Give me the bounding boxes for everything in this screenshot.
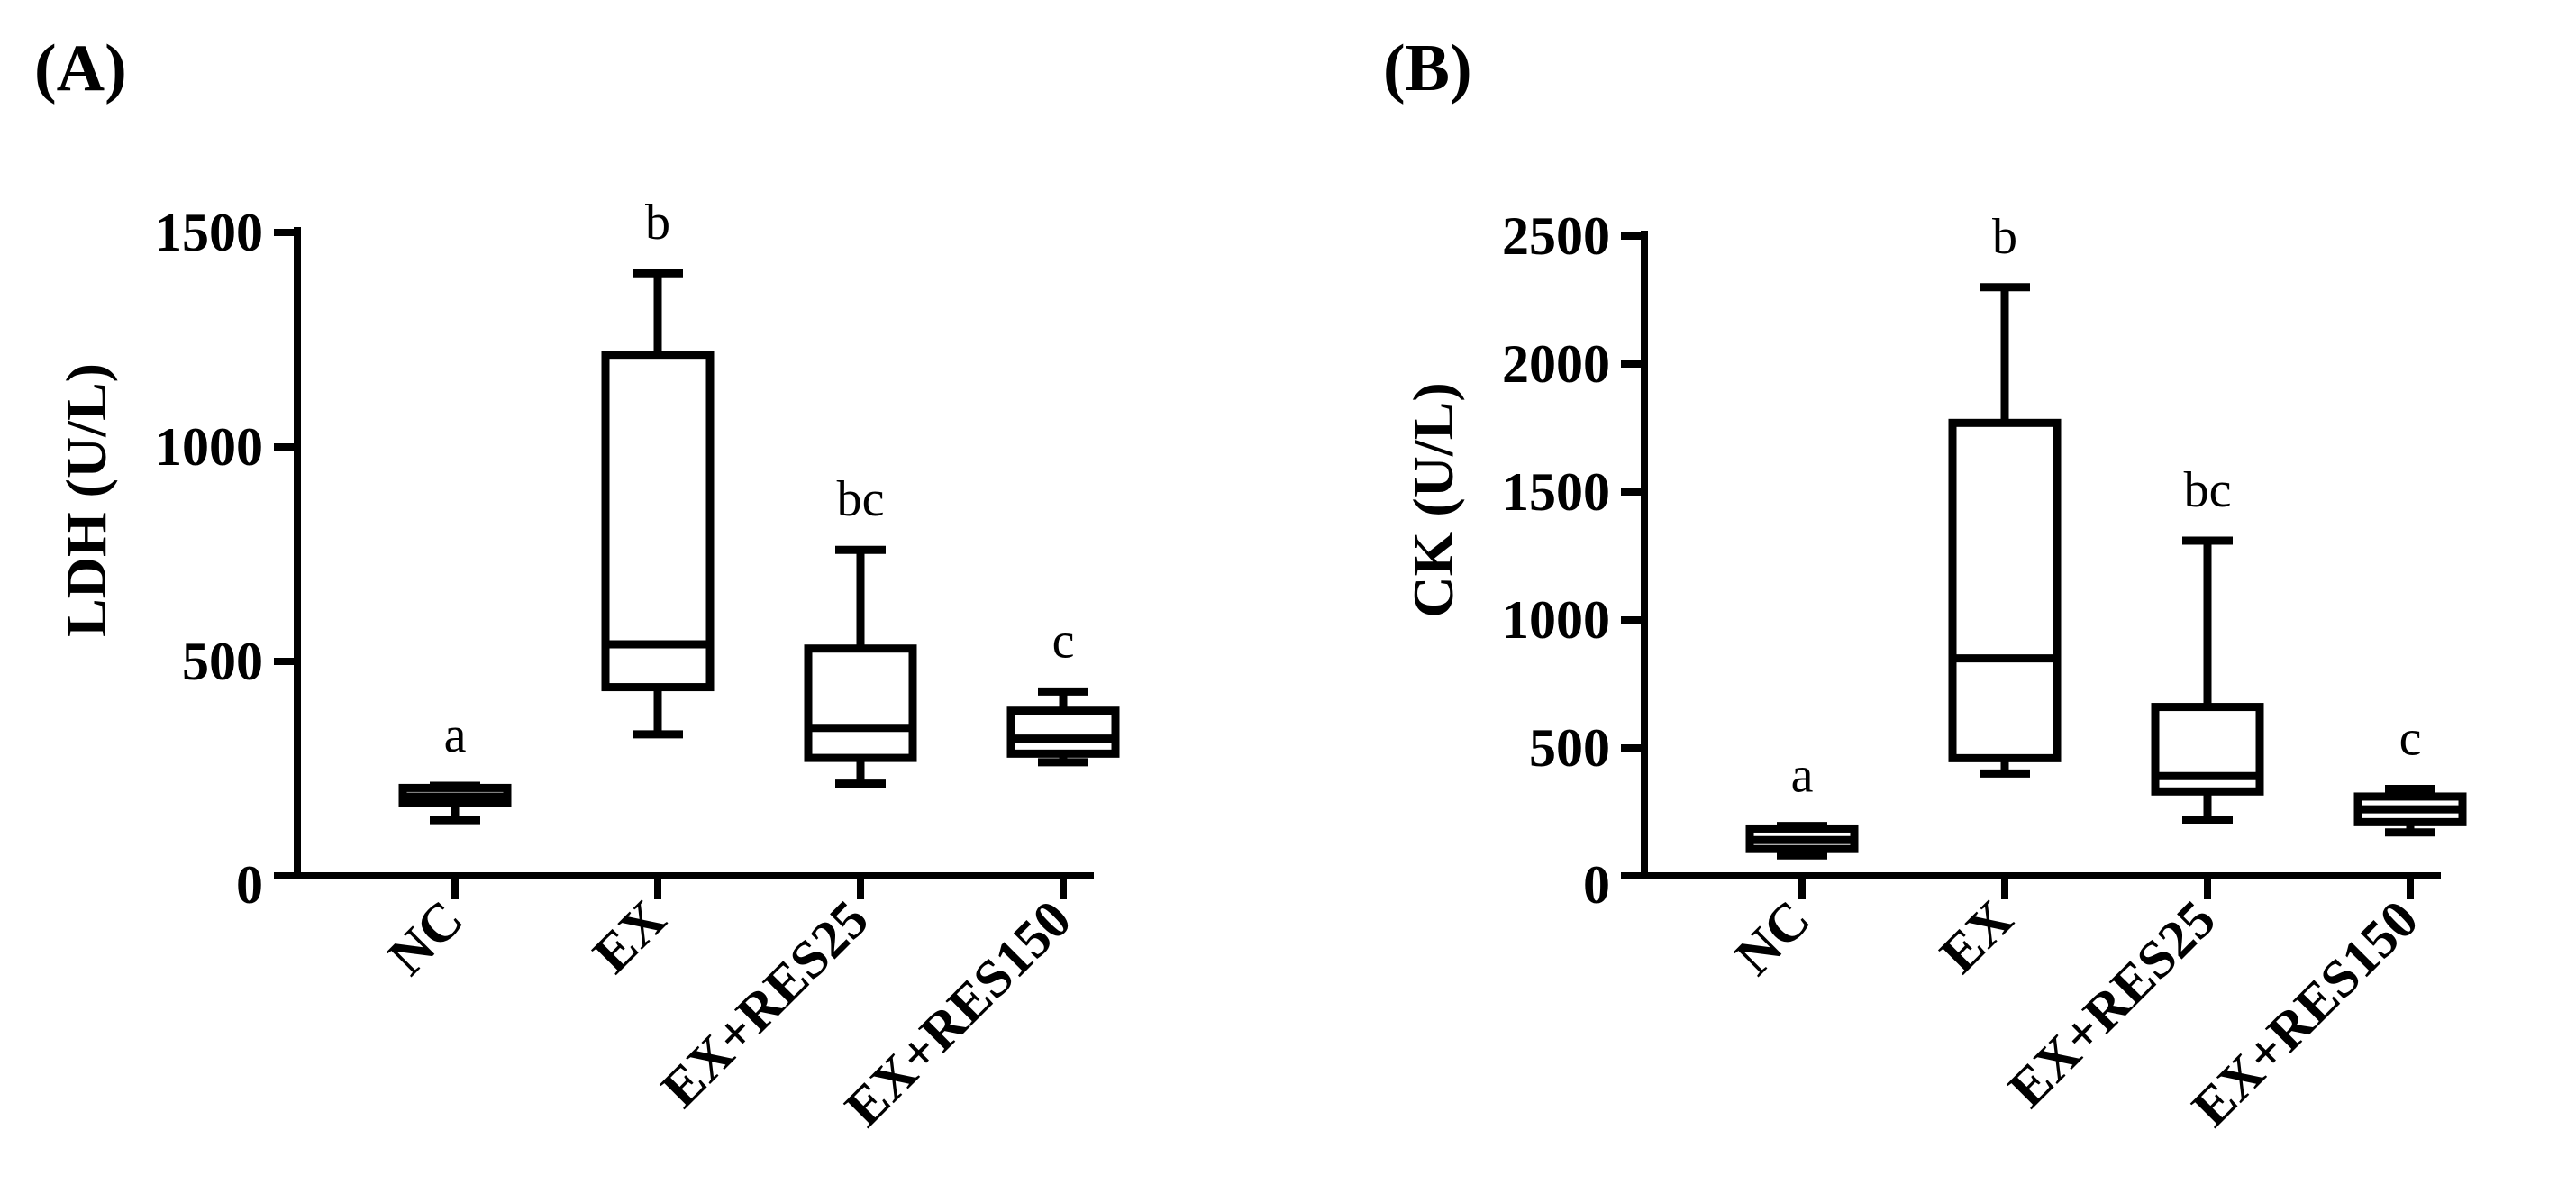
significance-letter: a xyxy=(1791,748,1814,804)
panel-a-y-axis-title: LDH (U/L) xyxy=(54,363,118,637)
y-tick-label: 1500 xyxy=(1502,462,1610,522)
box-plot-ex-res150: c xyxy=(2353,710,2467,837)
x-category-label: EX xyxy=(1929,889,2025,985)
box-plot-ex-res25: bc xyxy=(804,471,917,788)
iqr-box xyxy=(601,351,715,692)
box-plot-ex: b xyxy=(601,195,715,739)
y-tick-label: 1500 xyxy=(155,203,263,262)
panel-b-y-axis-title: CK (U/L) xyxy=(1401,382,1465,617)
significance-letter: bc xyxy=(837,471,885,527)
iqr-box xyxy=(1006,706,1120,758)
y-tick-label: 2000 xyxy=(1502,334,1610,394)
significance-letter: c xyxy=(1052,613,1075,669)
y-tick-label: 500 xyxy=(182,632,263,691)
panel-a-label: (A) xyxy=(34,32,127,105)
x-category-label: NC xyxy=(377,889,474,987)
panel-b-label: (B) xyxy=(1383,32,1472,105)
significance-letter: bc xyxy=(2184,462,2232,518)
iqr-box xyxy=(1948,418,2062,762)
significance-letter: c xyxy=(2399,710,2422,766)
y-tick-label: 0 xyxy=(236,855,263,915)
x-category-label: NC xyxy=(1724,889,1821,987)
significance-letter: a xyxy=(444,707,467,763)
significance-letter: b xyxy=(1992,209,2017,265)
y-tick-label: 2500 xyxy=(1502,206,1610,266)
y-tick-label: 1000 xyxy=(155,417,263,477)
box-plot-ex-res25: bc xyxy=(2151,462,2264,825)
box-plot-nc: a xyxy=(1745,748,1859,860)
x-category-label: EX xyxy=(582,889,678,985)
box-plot-ex-res150: c xyxy=(1006,613,1120,767)
y-tick-label: 1000 xyxy=(1502,590,1610,650)
y-tick-label: 500 xyxy=(1529,718,1610,778)
significance-letter: b xyxy=(645,195,670,251)
box-plot-nc: a xyxy=(398,707,512,825)
box-plot-ex: b xyxy=(1948,209,2062,778)
y-tick-label: 0 xyxy=(1583,855,1610,915)
iqr-box xyxy=(804,644,917,762)
